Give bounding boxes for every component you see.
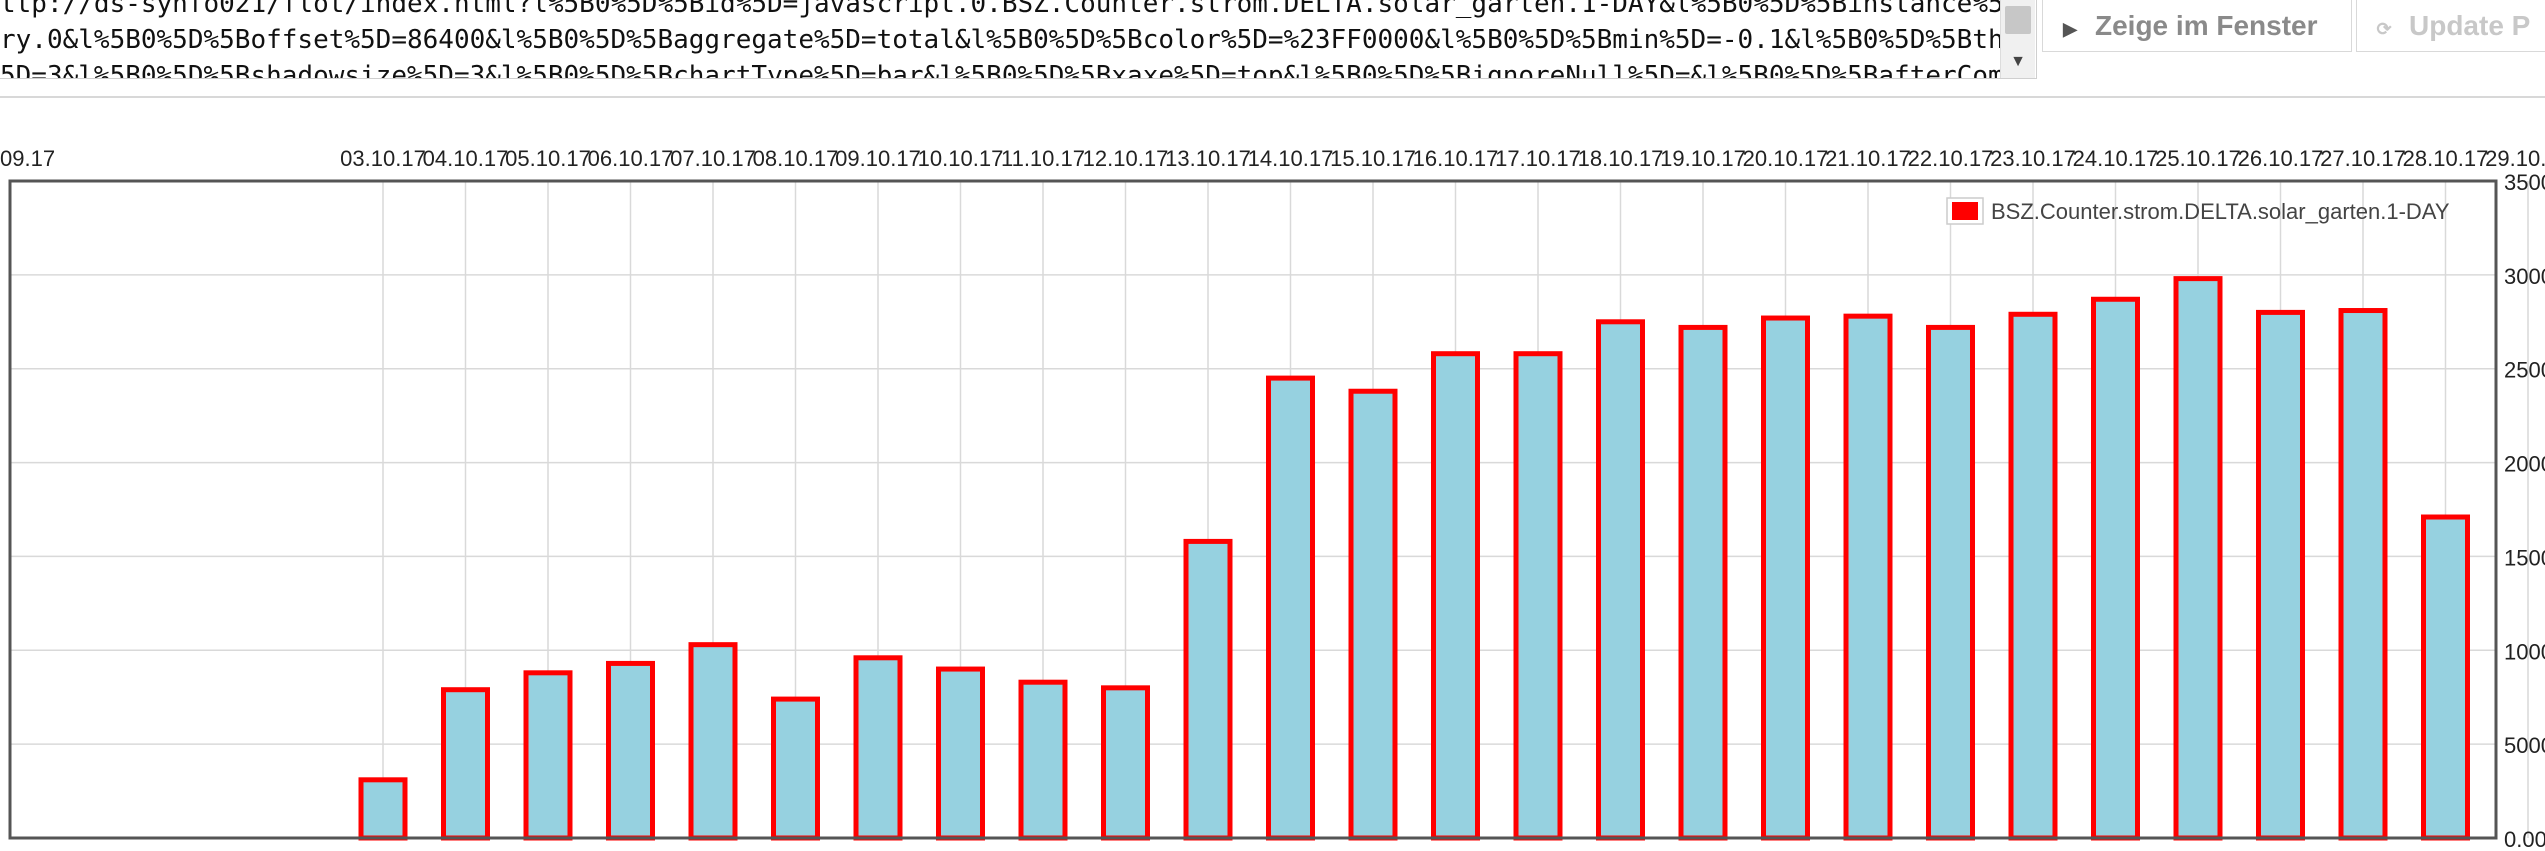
x-tick-label: 27.10.17 — [2320, 146, 2406, 171]
update-label: Update P — [2409, 10, 2531, 41]
show-in-window-button[interactable]: ▶ Zeige im Fenster — [2042, 0, 2352, 52]
show-in-window-label: Zeige im Fenster — [2095, 10, 2318, 41]
x-tick-label: 08.10.17 — [753, 146, 839, 171]
x-tick-label: 04.10.17 — [423, 146, 509, 171]
bar — [1348, 388, 1398, 841]
x-tick-label: 24.10.17 — [2073, 146, 2159, 171]
x-tick-label-clipped: 09.17 — [0, 146, 55, 171]
url-scrollbar[interactable]: ▼ — [2000, 0, 2035, 78]
chart-area: 03.10.17 04.10.17 05.10.17 06.10.17 07.10.17… — [0, 130, 2545, 851]
y-tick-label: 5000 — [2504, 733, 2545, 758]
x-tick-label: 28.10.17 — [2403, 146, 2489, 171]
x-axis-labels: 03.10.1704.10.1705.10.1706.10.1707.10.17… — [0, 146, 2545, 171]
x-tick-label: 09.10.17 — [835, 146, 921, 171]
bar — [1018, 679, 1068, 841]
url-scrollbar-thumb[interactable] — [2005, 6, 2031, 34]
bar — [1183, 538, 1233, 841]
chart-grid — [10, 180, 2529, 838]
bar — [1596, 319, 1645, 841]
bar — [1266, 375, 1315, 841]
bar — [2421, 514, 2470, 841]
x-tick-label: 20.10.17 — [1743, 146, 1829, 171]
x-tick-label: 17.10.17 — [1495, 146, 1581, 171]
plot-frame — [8, 179, 2498, 840]
x-tick-label: 11.10.17 — [1001, 146, 1085, 171]
play-icon: ▶ — [2063, 19, 2077, 39]
y-tick-label: 20000 — [2504, 452, 2545, 477]
url-line-1: ttp://ds-synfo021/flot/index.html?l%5B0%… — [0, 0, 2000, 19]
y-tick-label: 10000 — [2504, 639, 2545, 664]
url-toolbar: ttp://ds-synfo021/flot/index.html?l%5B0%… — [0, 0, 2545, 98]
bar — [358, 777, 408, 841]
x-tick-label: 18.10.17 — [1578, 146, 1664, 171]
url-textarea[interactable]: ttp://ds-synfo021/flot/index.html?l%5B0%… — [0, 0, 2037, 79]
x-tick-label: 13.10.17 — [1165, 146, 1251, 171]
legend-swatch — [1952, 202, 1978, 220]
x-tick-label: 03.10.17 — [340, 146, 426, 171]
y-tick-label: 35000 — [2504, 170, 2545, 195]
bar — [1431, 351, 1480, 841]
update-button[interactable]: ⟳ Update P — [2356, 0, 2545, 52]
x-tick-label: 06.10.17 — [588, 146, 674, 171]
y-tick-label: 0.00 — [2504, 827, 2545, 851]
x-tick-label: 16.10.17 — [1413, 146, 1499, 171]
y-axis-labels: 0.00 5000 10000 15000 20000 25000 30000 35000 — [2504, 170, 2545, 851]
x-tick-label: 25.10.17 — [2155, 146, 2241, 171]
bar — [1101, 685, 1150, 841]
bar — [2256, 309, 2305, 841]
url-line-3: 5D=3&l%5B0%5D%5Bshadowsize%5D=3&l%5B0%5D… — [0, 61, 2000, 79]
legend-label: BSZ.Counter.strom.DELTA.solar_garten.1-D… — [1991, 199, 2450, 224]
bar — [2008, 311, 2058, 841]
x-tick-label: 19.10.17 — [1660, 146, 1746, 171]
chart-legend: BSZ.Counter.strom.DELTA.solar_garten.1-D… — [1946, 197, 2450, 225]
bar-chart: 03.10.1704.10.1705.10.1706.10.1707.10.17… — [0, 146, 2545, 851]
chart-bars — [358, 276, 2470, 841]
url-line-2: ry.0&l%5B0%5D%5Boffset%5D=86400&l%5B0%5D… — [0, 25, 2000, 55]
bar — [441, 687, 490, 841]
x-tick-label: 10.10.17 — [918, 146, 1004, 171]
bar — [936, 666, 985, 841]
bar — [1678, 324, 1728, 841]
x-tick-label: 12.10.17 — [1083, 146, 1169, 171]
x-tick-label: 05.10.17 — [505, 146, 591, 171]
y-tick-label: 30000 — [2504, 264, 2545, 289]
x-tick-label: 21.10.17 — [1825, 146, 1911, 171]
bar — [771, 696, 820, 841]
bar — [1513, 351, 1563, 841]
y-tick-label: 15000 — [2504, 545, 2545, 570]
bar — [1843, 313, 1893, 841]
bar — [606, 660, 655, 841]
x-tick-label: 23.10.17 — [1990, 146, 2076, 171]
bar — [2173, 276, 2223, 841]
bar — [2091, 296, 2140, 841]
bar — [2338, 308, 2388, 841]
x-tick-label: 26.10.17 — [2238, 146, 2324, 171]
bar — [1761, 315, 1810, 841]
bar — [853, 655, 903, 841]
y-tick-label: 25000 — [2504, 358, 2545, 383]
bar — [1926, 324, 1975, 841]
refresh-icon: ⟳ — [2376, 19, 2392, 39]
x-tick-label: 15.10.17 — [1330, 146, 1416, 171]
x-tick-label: 07.10.17 — [670, 146, 756, 171]
url-text[interactable]: ttp://ds-synfo021/flot/index.html?l%5B0%… — [0, 0, 2000, 79]
x-tick-label: 29.10.17 — [2485, 146, 2545, 171]
bar — [688, 642, 738, 841]
x-tick-label: 22.10.17 — [1908, 146, 1994, 171]
x-tick-label: 14.10.17 — [1248, 146, 1334, 171]
triangle-down-icon[interactable]: ▼ — [2010, 53, 2026, 70]
bar — [523, 670, 573, 841]
toolbar-divider — [0, 96, 2545, 98]
